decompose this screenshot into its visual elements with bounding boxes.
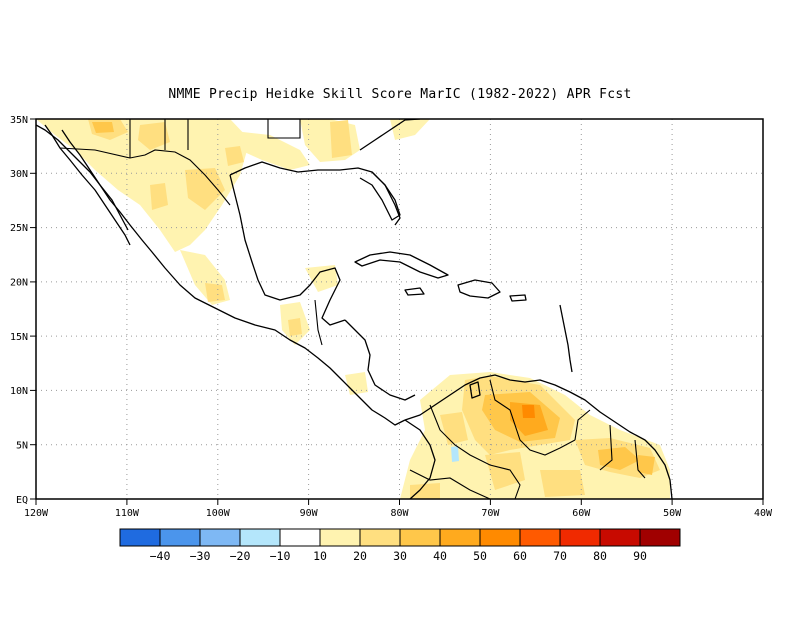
lat-label: 10N bbox=[10, 386, 28, 397]
colorbar-label: 60 bbox=[513, 549, 527, 563]
axis-ticks bbox=[30, 118, 764, 505]
longitude-labels: 120W 110W 100W 90W 80W 70W 60W 50W 40W bbox=[24, 508, 773, 519]
colorbar-swatch bbox=[599, 528, 641, 547]
lon-label: 40W bbox=[754, 508, 773, 519]
lat-label: 5N bbox=[16, 441, 28, 452]
colorbar-label: −40 bbox=[150, 549, 171, 563]
colorbar-swatch bbox=[319, 528, 361, 547]
colorbar-label: 10 bbox=[313, 549, 327, 563]
colorbar-labels: −40 −30 −20 −10 10 20 30 40 50 60 70 80 90 bbox=[150, 549, 647, 563]
colorbar-swatch bbox=[119, 528, 161, 547]
lat-label: 20N bbox=[10, 278, 28, 289]
colorbar-label: 90 bbox=[633, 549, 647, 563]
lon-label: 120W bbox=[24, 508, 49, 519]
colorbar-label: 70 bbox=[553, 549, 567, 563]
colorbar-label: 30 bbox=[393, 549, 407, 563]
colorbar-label: 50 bbox=[473, 549, 487, 563]
lon-label: 110W bbox=[115, 508, 140, 519]
lon-label: 80W bbox=[390, 508, 409, 519]
lat-label: 35N bbox=[10, 115, 28, 126]
lon-label: 60W bbox=[572, 508, 591, 519]
lon-label: 90W bbox=[300, 508, 319, 519]
colorbar-label: −10 bbox=[270, 549, 291, 563]
colorbar-swatch bbox=[399, 528, 441, 547]
colorbar-swatch bbox=[239, 528, 281, 547]
lat-label: EQ bbox=[16, 495, 28, 506]
colorbar-swatch bbox=[639, 528, 681, 547]
lat-label: 15N bbox=[10, 332, 28, 343]
country-borders bbox=[59, 119, 646, 499]
lat-label: 30N bbox=[10, 169, 28, 180]
colorbar-swatch bbox=[559, 528, 601, 547]
colorbar-swatch bbox=[519, 528, 561, 547]
colorbar-label: 80 bbox=[593, 549, 607, 563]
colorbar-label: −30 bbox=[190, 549, 211, 563]
lat-label: 25N bbox=[10, 223, 28, 234]
lon-label: 50W bbox=[663, 508, 682, 519]
lon-label: 100W bbox=[206, 508, 231, 519]
skill-shading bbox=[36, 119, 670, 499]
lon-label: 70W bbox=[481, 508, 500, 519]
colorbar-label: −20 bbox=[230, 549, 251, 563]
colorbar-swatch bbox=[479, 528, 521, 547]
colorbar-swatch bbox=[439, 528, 481, 547]
latitude-labels: EQ 5N 10N 15N 20N 25N 30N 35N bbox=[10, 115, 28, 506]
colorbar-swatch bbox=[359, 528, 401, 547]
colorbar bbox=[119, 528, 681, 547]
colorbar-label: 20 bbox=[353, 549, 367, 563]
map-title: NMME Precip Heidke Skill Score MarIC (19… bbox=[168, 87, 632, 102]
colorbar-swatch bbox=[279, 528, 321, 547]
colorbar-label: 40 bbox=[433, 549, 447, 563]
colorbar-swatch bbox=[199, 528, 241, 547]
colorbar-swatch bbox=[159, 528, 201, 547]
